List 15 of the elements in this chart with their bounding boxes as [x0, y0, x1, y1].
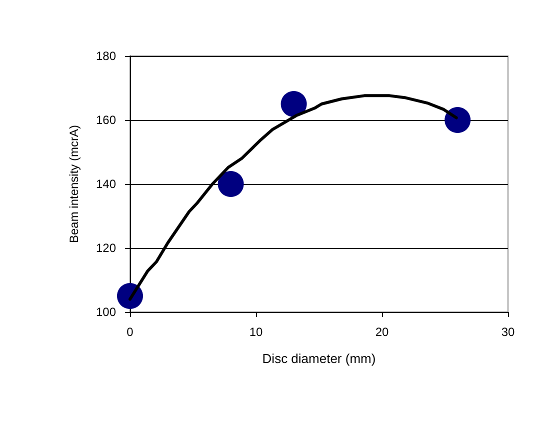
y-tick-label: 120 — [96, 241, 116, 255]
x-tick-label: 20 — [375, 325, 389, 339]
y-tick-label: 140 — [96, 177, 116, 191]
x-tick-label: 10 — [249, 325, 263, 339]
y-axis-title: Beam intensity (mcrA) — [67, 124, 81, 244]
point — [117, 283, 143, 309]
x-axis-title: Disc diameter (mm) — [262, 351, 376, 366]
point — [444, 107, 471, 133]
point — [218, 171, 244, 197]
y-tick-label: 180 — [96, 49, 116, 63]
x-tick-label: 30 — [501, 325, 515, 339]
y-tick-label: 100 — [96, 305, 116, 319]
y-tick-label: 160 — [96, 113, 116, 127]
point — [280, 91, 307, 117]
x-tick-label: 0 — [126, 325, 134, 339]
